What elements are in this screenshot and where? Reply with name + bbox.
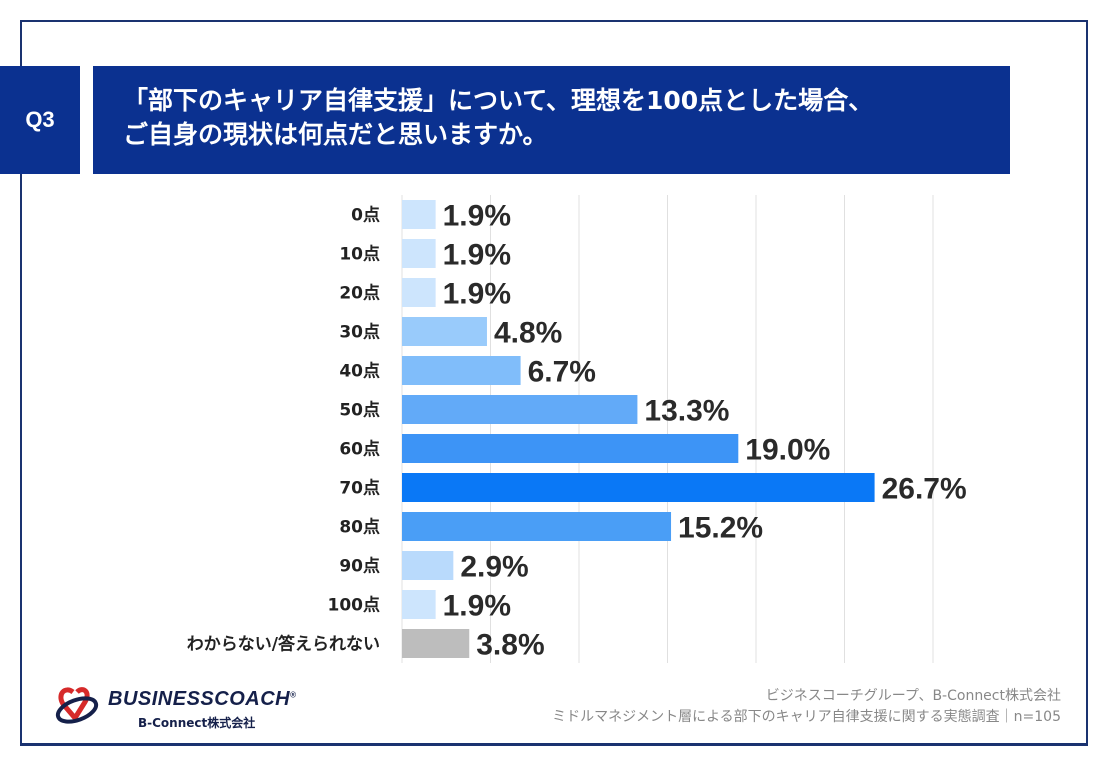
- value-label: 3.8%: [476, 629, 544, 662]
- value-label: 1.9%: [443, 200, 511, 233]
- logo-company-text: B-Connect株式会社: [138, 716, 256, 730]
- value-label: 13.3%: [644, 395, 729, 428]
- bar: [402, 200, 436, 229]
- value-label: 6.7%: [528, 356, 596, 389]
- question-title-line-1: 「部下のキャリア自律支援」について、理想を100点とした場合、: [123, 86, 874, 115]
- value-label: 15.2%: [678, 512, 763, 545]
- source-line-1: ビジネスコーチグループ、B-Connect株式会社: [765, 688, 1061, 704]
- bar: [402, 590, 436, 619]
- category-label: 20点: [339, 283, 380, 304]
- bar: [402, 356, 521, 385]
- value-label: 1.9%: [443, 278, 511, 311]
- bar: [402, 434, 739, 463]
- bar: [402, 512, 672, 541]
- value-label: 1.9%: [443, 590, 511, 623]
- bar: [402, 317, 487, 346]
- slide-frame: [20, 20, 1088, 746]
- category-label: 80点: [339, 517, 380, 538]
- bar: [402, 239, 436, 268]
- logo-brand-text: BUSINESSCOACH®: [108, 688, 297, 710]
- category-label: 40点: [339, 361, 380, 382]
- bar: [402, 395, 638, 424]
- value-label: 26.7%: [882, 473, 967, 506]
- source-note: ビジネスコーチグループ、B-Connect株式会社 ミドルマネジメント層による部…: [552, 686, 1061, 728]
- value-label: 2.9%: [460, 551, 528, 584]
- category-label: 70点: [339, 478, 380, 499]
- question-title: 「部下のキャリア自律支援」について、理想を100点とした場合、 ご自身の現状は何…: [93, 66, 1010, 174]
- category-label: 30点: [339, 322, 380, 343]
- source-line-2: ミドルマネジメント層による部下のキャリア自律支援に関する実態調査｜n=105: [552, 709, 1061, 725]
- value-label: 1.9%: [443, 239, 511, 272]
- category-label: 50点: [339, 400, 380, 421]
- category-label: 0点: [351, 205, 380, 226]
- question-title-line-2: ご自身の現状は何点だと思いますか。: [123, 120, 548, 149]
- question-number: Q3: [0, 66, 80, 174]
- category-label: わからない/答えられない: [187, 634, 380, 655]
- business-coach-logo: [55, 687, 99, 724]
- category-label: 60点: [339, 439, 380, 460]
- value-label: 4.8%: [494, 317, 562, 350]
- value-label: 19.0%: [745, 434, 830, 467]
- category-label: 10点: [339, 244, 380, 265]
- category-label: 100点: [328, 595, 381, 616]
- category-label: 90点: [339, 556, 380, 577]
- bar: [402, 278, 436, 307]
- bar: [402, 551, 454, 580]
- bar: [402, 473, 875, 502]
- bar: [402, 629, 470, 658]
